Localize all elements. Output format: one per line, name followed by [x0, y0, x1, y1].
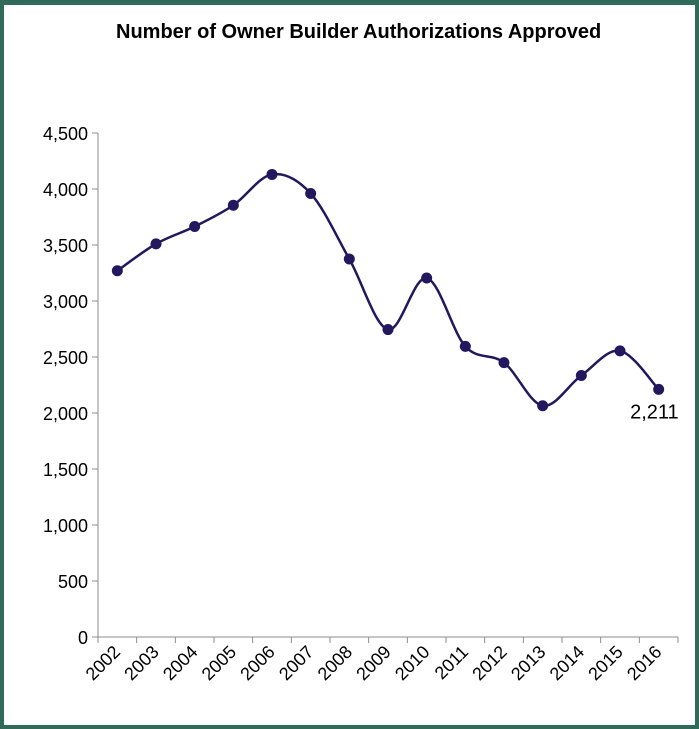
x-tick-label: 2004 — [159, 642, 201, 684]
x-tick-label: 2007 — [275, 642, 317, 684]
x-tick-label: 2010 — [391, 642, 433, 684]
y-tick-label: 1,000 — [43, 516, 88, 536]
y-tick-label: 0 — [78, 628, 88, 648]
data-point — [614, 345, 626, 357]
data-point — [575, 369, 587, 381]
data-point — [150, 238, 162, 250]
data-point — [653, 383, 665, 395]
x-tick-label: 2002 — [82, 642, 124, 684]
series-line — [116, 172, 660, 407]
y-tick-label: 3,000 — [43, 292, 88, 312]
data-point — [343, 253, 355, 265]
data-point — [459, 340, 471, 352]
data-point — [382, 324, 394, 336]
x-tick-label: 2013 — [507, 642, 549, 684]
data-point — [537, 400, 549, 412]
y-tick-label: 500 — [58, 572, 88, 592]
data-label: 2,211 — [630, 401, 679, 423]
y-tick-label: 1,500 — [43, 460, 88, 480]
data-point — [266, 168, 278, 180]
y-tick-label: 4,000 — [43, 180, 88, 200]
y-tick-label: 2,500 — [43, 348, 88, 368]
chart-title: Number of Owner Builder Authorizations A… — [116, 21, 602, 43]
x-tick-label: 2014 — [546, 642, 588, 684]
data-point — [189, 221, 201, 233]
x-tick-label: 2005 — [198, 642, 240, 684]
data-point — [305, 187, 317, 199]
data-point — [227, 199, 239, 211]
x-tick-label: 2008 — [314, 642, 356, 684]
y-tick-label: 3,500 — [43, 236, 88, 256]
x-tick-label: 2012 — [468, 642, 510, 684]
y-tick-label: 4,500 — [43, 124, 88, 144]
data-point — [421, 272, 433, 284]
data-point — [498, 357, 510, 369]
x-tick-label: 2011 — [431, 642, 473, 684]
data-point — [111, 265, 123, 277]
x-tick-label: 2003 — [120, 642, 162, 684]
x-tick-label: 2015 — [584, 642, 626, 684]
x-tick-label: 2016 — [623, 642, 665, 684]
y-tick-label: 2,000 — [43, 404, 88, 424]
x-tick-label: 2006 — [236, 642, 278, 684]
x-tick-label: 2009 — [352, 642, 394, 684]
